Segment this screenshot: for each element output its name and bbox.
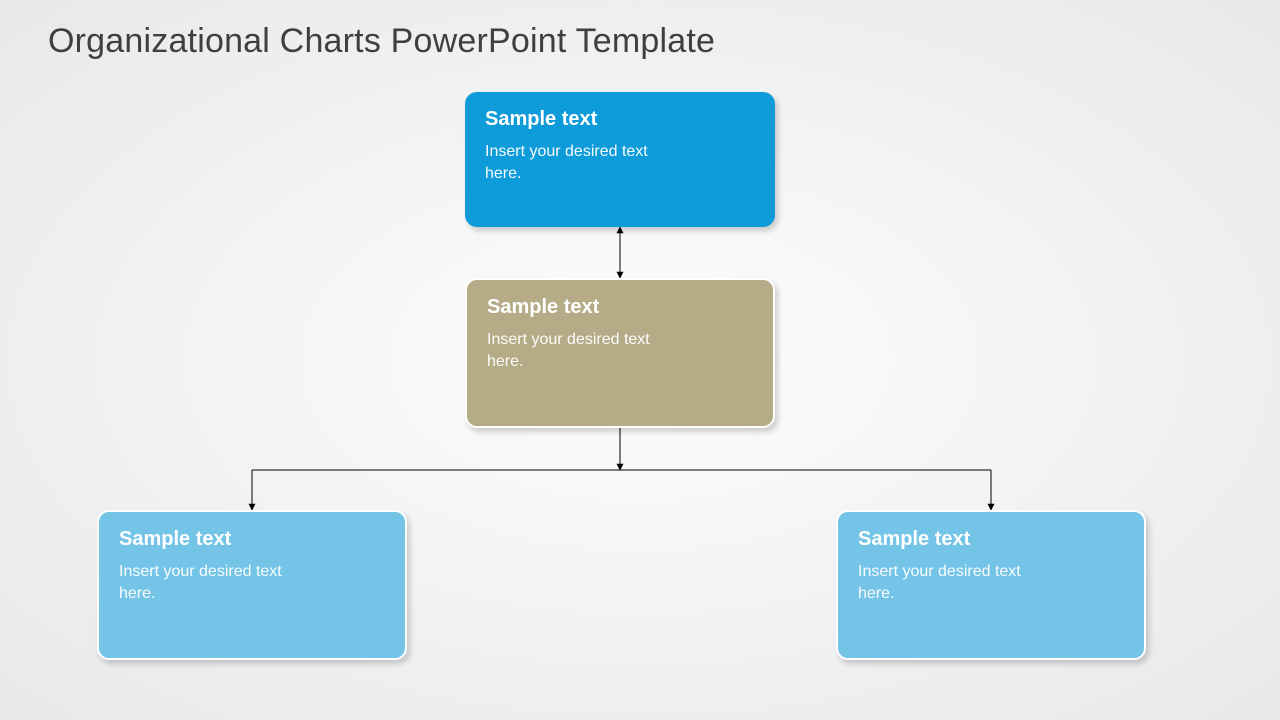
org-node-left: Sample text Insert your desired text here…: [97, 510, 407, 660]
org-node-mid: Sample text Insert your desired text here…: [465, 278, 775, 428]
org-node-subtitle: Insert your desired text here.: [485, 141, 688, 184]
org-node-right: Sample text Insert your desired text here…: [836, 510, 1146, 660]
org-node-title: Sample text: [487, 296, 753, 319]
org-node-subtitle: Insert your desired text here.: [487, 329, 687, 372]
org-node-top: Sample text Insert your desired text here…: [465, 92, 775, 227]
org-node-title: Sample text: [485, 108, 755, 131]
org-node-subtitle: Insert your desired text here.: [858, 561, 1058, 604]
org-node-title: Sample text: [119, 528, 385, 551]
page-title: Organizational Charts PowerPoint Templat…: [48, 22, 715, 61]
org-node-subtitle: Insert your desired text here.: [119, 561, 319, 604]
org-node-title: Sample text: [858, 528, 1124, 551]
